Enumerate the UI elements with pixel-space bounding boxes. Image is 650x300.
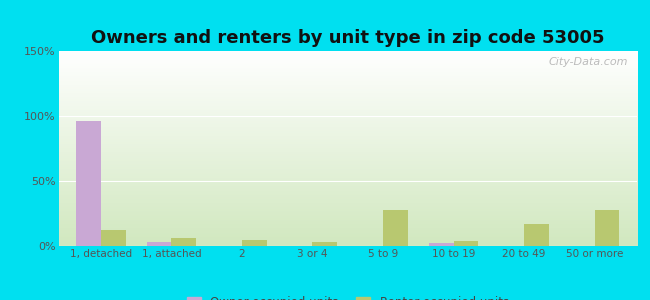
Bar: [524, 224, 549, 246]
Bar: [313, 242, 337, 246]
Bar: [76, 121, 101, 246]
Title: Owners and renters by unit type in zip code 53005: Owners and renters by unit type in zip c…: [91, 29, 604, 47]
Legend: Owner occupied units, Renter occupied units: Owner occupied units, Renter occupied un…: [182, 292, 514, 300]
Bar: [454, 241, 478, 246]
Bar: [101, 230, 125, 246]
Bar: [242, 239, 266, 246]
Bar: [147, 242, 172, 246]
Bar: [595, 210, 619, 246]
Bar: [383, 210, 408, 246]
Bar: [429, 243, 454, 246]
Text: City-Data.com: City-Data.com: [549, 57, 629, 67]
Bar: [172, 238, 196, 246]
